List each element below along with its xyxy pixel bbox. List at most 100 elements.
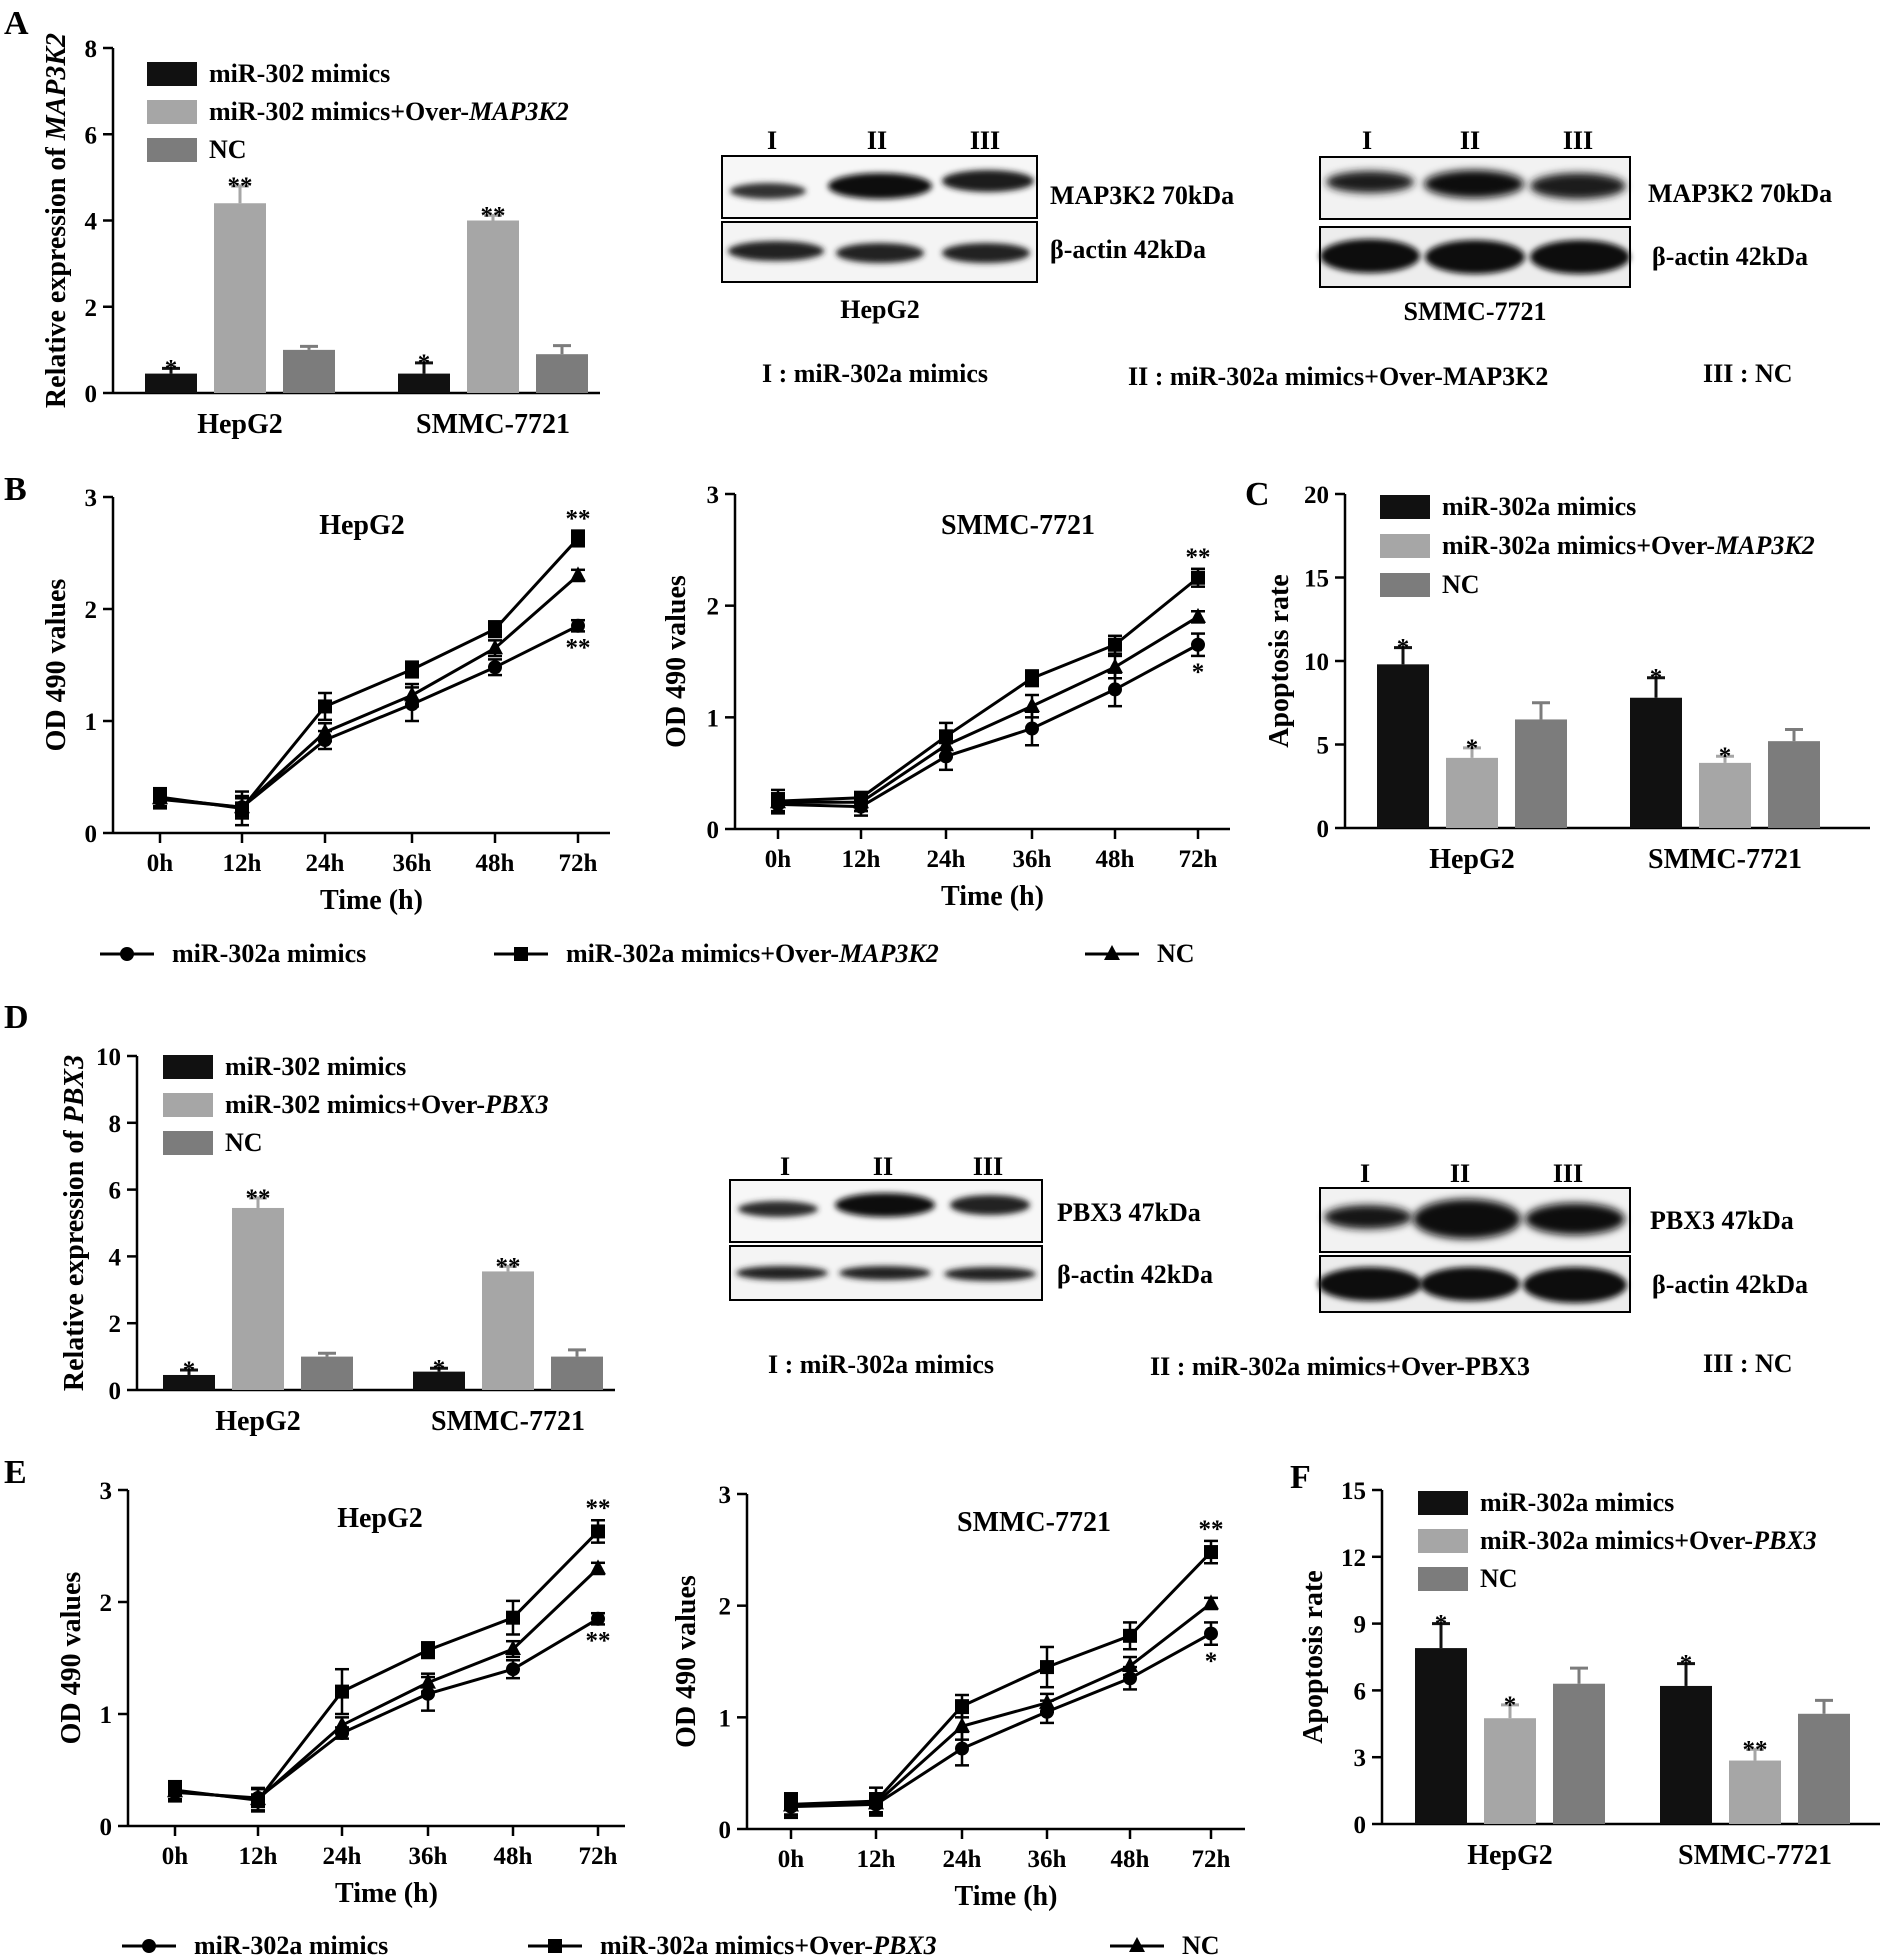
significance-mark: ** [496,1253,521,1280]
x-tick-label: 72h [559,850,598,877]
significance-mark: ** [586,1627,611,1654]
x-tick-label: 0h [765,846,792,873]
series-line [777,643,1199,809]
legend-label-main: NC [1480,1564,1518,1593]
y-tick-label: 0 [1317,816,1330,843]
legend-label: miR-302a mimics [1442,492,1636,521]
series-line [174,1617,599,1800]
blot-band [942,170,1034,192]
blot-band [1324,1205,1412,1229]
point-triangle [505,1640,521,1656]
y-tick-label: 1 [707,705,720,732]
y-tick-label: 0 [109,1378,122,1405]
legend-label-main: miR-302a mimics [1442,492,1636,521]
bar [301,1356,353,1390]
panel-label-d: D [4,999,29,1036]
blot-band [736,1266,828,1280]
legend-label-main: miR-302 mimics+Over- [209,97,469,126]
point-circle [1025,721,1039,736]
blot-band [1318,1267,1422,1301]
significance-mark: * [1435,1611,1448,1638]
legend-label: miR-302a mimics+Over-MAP3K2 [1442,531,1815,560]
series-line [159,537,580,810]
blot-band [942,243,1030,263]
significance-mark: ** [566,506,591,533]
y-tick-label: 6 [109,1178,122,1205]
bar [1377,664,1429,828]
y-tick-label: 9 [1354,1612,1367,1639]
point-triangle [152,789,168,805]
panel-label-f: F [1290,1459,1311,1496]
point-triangle [1039,1693,1055,1709]
point-triangle [234,798,250,814]
legend-label-gene: MAP3K2 [1714,531,1815,560]
point-triangle [1122,1656,1138,1672]
legend-label-main: miR-302a mimics+Over- [1480,1526,1753,1555]
point-circle [1204,1626,1218,1641]
blot-band [1425,240,1525,274]
lane-label: I [780,1152,790,1181]
legend-label: miR-302 mimics [209,59,390,88]
x-tick-label: 12h [239,1843,278,1870]
blot-band [1523,1267,1627,1303]
legend-e: miR-302a mimics miR-302a mimics+Over-PBX3… [122,1931,1220,1959]
band-label: β-actin 42kDa [1652,1270,1808,1299]
bar [1630,697,1682,828]
cell-line-label: SMMC-7721 [1404,297,1547,326]
bar [482,1271,534,1390]
legend-label-main: miR-302a mimics [194,1931,388,1959]
band-label: MAP3K2 70kDa [1648,179,1832,208]
y-tick-label: 3 [707,482,720,509]
bar [1415,1648,1467,1824]
x-tick-label: 24h [927,846,966,873]
blot-band [1525,1203,1625,1235]
chart-e-hepg2-od: 0 1 2 3 0h 12h 24h 36h 48h 72h Time (h) OD 490 valu… [56,1478,625,1909]
legend-label: miR-302a mimics+Over-PBX3 [600,1931,937,1959]
y-tick-label: 2 [100,1590,113,1617]
y-axis-title-gene: PBX3 [59,1055,90,1124]
series-line [159,574,579,809]
significance-mark: * [1192,659,1205,686]
blot-band [836,243,924,263]
y-axis-title: OD 490 values [661,575,692,748]
category-label: HepG2 [1429,844,1515,875]
x-tick-label: 24h [323,1843,362,1870]
point-circle [421,1686,435,1701]
point-circle [955,1741,969,1756]
legend-label-main: miR-302 mimics+Over- [225,1090,485,1119]
x-tick-label: 24h [943,1846,982,1873]
y-tick-label: 0 [719,1817,732,1844]
blot-band [728,241,824,261]
legend-label: miR-302a mimics+Over-MAP3K2 [566,939,939,968]
point-circle [591,1611,605,1626]
point-triangle [570,566,586,582]
series-line [174,1530,600,1802]
y-axis-title: Apoptosis rate [1264,574,1295,747]
chart-b-smmc-od: 0 1 2 3 0h 12h 24h 36h 48h 72h Time (h) OD 490 valu… [661,482,1230,912]
blot-d-smmc: I II III PBX3 47kDa β-actin 42kDa [1318,1159,1808,1313]
blot-band [1424,170,1524,198]
band-label: PBX3 47kDa [1057,1198,1201,1227]
x-tick-label: 24h [306,850,345,877]
bar [398,373,450,393]
significance-mark: * [1397,635,1410,662]
blot-key-i: I : miR-302a mimics [762,359,988,388]
x-axis-title: Time (h) [320,885,423,916]
x-tick-label: 36h [409,1843,448,1870]
series-line [790,1632,1212,1809]
point-circle [488,660,502,675]
lane-label: II [867,126,887,155]
lane-label: II [1460,126,1480,155]
point-circle [1191,637,1205,652]
bar [1515,719,1567,828]
blot-band [835,1193,935,1217]
point-triangle [420,1673,436,1689]
legend-label-gene: MAP3K2 [468,97,569,126]
bar [283,349,335,393]
y-tick-label: 2 [109,1311,122,1338]
blot-band [944,1267,1036,1281]
blot-band [839,1266,931,1280]
panel-label-e: E [4,1454,27,1491]
